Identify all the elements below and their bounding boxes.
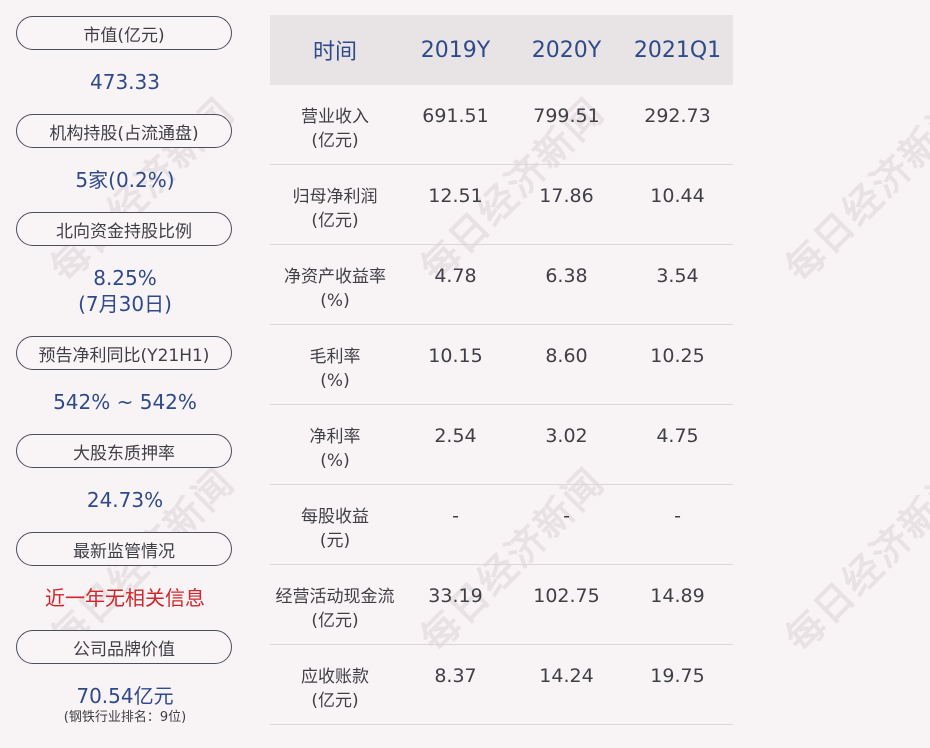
table-row: 净利率 (%) 2.54 3.02 4.75 — [270, 405, 733, 485]
cell-value: 10.15 — [428, 345, 483, 367]
row-label: 应收账款 (亿元) — [301, 667, 369, 711]
regulation-label: 最新监管情况 — [16, 532, 232, 566]
cell-value: 691.51 — [422, 105, 489, 127]
cell-value: 292.73 — [644, 105, 711, 127]
cell-value: - — [452, 505, 459, 527]
row-label: 净资产收益率 (%) — [284, 267, 386, 311]
table-row: 每股收益 (元) - - - — [270, 485, 733, 565]
cell-value: 3.02 — [545, 425, 588, 447]
cell-value: 14.89 — [650, 585, 705, 607]
market-cap-value: 473.33 — [90, 70, 160, 94]
row-label: 营业收入 (亿元) — [301, 107, 369, 151]
cell-value: 799.51 — [533, 105, 600, 127]
forecast-label: 预告净利同比(Y21H1) — [16, 336, 232, 370]
cell-value: 19.75 — [650, 665, 705, 687]
brand-rank-note: (钢铁行业排名：9位) — [63, 710, 187, 725]
institutional-value: 5家(0.2%) — [75, 168, 175, 192]
cell-value: 12.51 — [428, 185, 483, 207]
row-label: 归母净利润 (亿元) — [292, 187, 378, 231]
regulation-value: 近一年无相关信息 — [45, 586, 205, 610]
header-2020y: 2020Y — [531, 37, 602, 63]
financial-table: 时间 2019Y 2020Y 2021Q1 营业收入 (亿元) 691.51 79… — [270, 15, 733, 725]
northbound-label: 北向资金持股比例 — [16, 212, 232, 246]
cell-value: - — [563, 505, 570, 527]
brand-label: 公司品牌价值 — [16, 630, 232, 664]
cell-value: 10.25 — [650, 345, 705, 367]
table-row: 营业收入 (亿元) 691.51 799.51 292.73 — [270, 85, 733, 165]
institutional-label: 机构持股(占流通盘) — [16, 114, 232, 148]
table-row: 净资产收益率 (%) 4.78 6.38 3.54 — [270, 245, 733, 325]
header-2019y: 2019Y — [420, 37, 491, 63]
cell-value: 8.60 — [545, 345, 588, 367]
cell-value: 10.44 — [650, 185, 705, 207]
table-row: 应收账款 (亿元) 8.37 14.24 19.75 — [270, 645, 733, 725]
header-2021q1: 2021Q1 — [633, 37, 722, 63]
table-row: 毛利率 (%) 10.15 8.60 10.25 — [270, 325, 733, 405]
cell-value: 33.19 — [428, 585, 483, 607]
cell-value: 4.75 — [656, 425, 699, 447]
table-row: 归母净利润 (亿元) 12.51 17.86 10.44 — [270, 165, 733, 245]
northbound-value: 8.25% — [93, 266, 157, 290]
cell-value: 3.54 — [656, 265, 699, 287]
cell-value: 102.75 — [533, 585, 600, 607]
header-time: 时间 — [312, 40, 357, 65]
pledge-label: 大股东质押率 — [16, 434, 232, 468]
table-row: 经营活动现金流 (亿元) 33.19 102.75 14.89 — [270, 565, 733, 645]
market-cap-label: 市值(亿元) — [16, 16, 232, 50]
forecast-value: 542% ~ 542% — [53, 390, 197, 414]
brand-value: 70.54亿元 — [76, 684, 174, 708]
northbound-date: (7月30日) — [78, 292, 172, 316]
cell-value: 6.38 — [545, 265, 588, 287]
row-label: 净利率 (%) — [309, 427, 361, 471]
cell-value: 14.24 — [539, 665, 594, 687]
cell-value: 2.54 — [434, 425, 477, 447]
watermark: 每日经济新闻 — [777, 459, 930, 661]
cell-value: 17.86 — [539, 185, 594, 207]
row-label: 经营活动现金流 (亿元) — [275, 587, 395, 631]
row-label: 毛利率 (%) — [309, 347, 361, 391]
cell-value: 8.37 — [434, 665, 477, 687]
cell-value: 4.78 — [434, 265, 477, 287]
row-label: 每股收益 (元) — [301, 507, 369, 551]
watermark: 每日经济新闻 — [777, 89, 930, 291]
table-header: 时间 2019Y 2020Y 2021Q1 — [270, 15, 733, 85]
cell-value: - — [674, 505, 681, 527]
pledge-value: 24.73% — [86, 488, 164, 512]
